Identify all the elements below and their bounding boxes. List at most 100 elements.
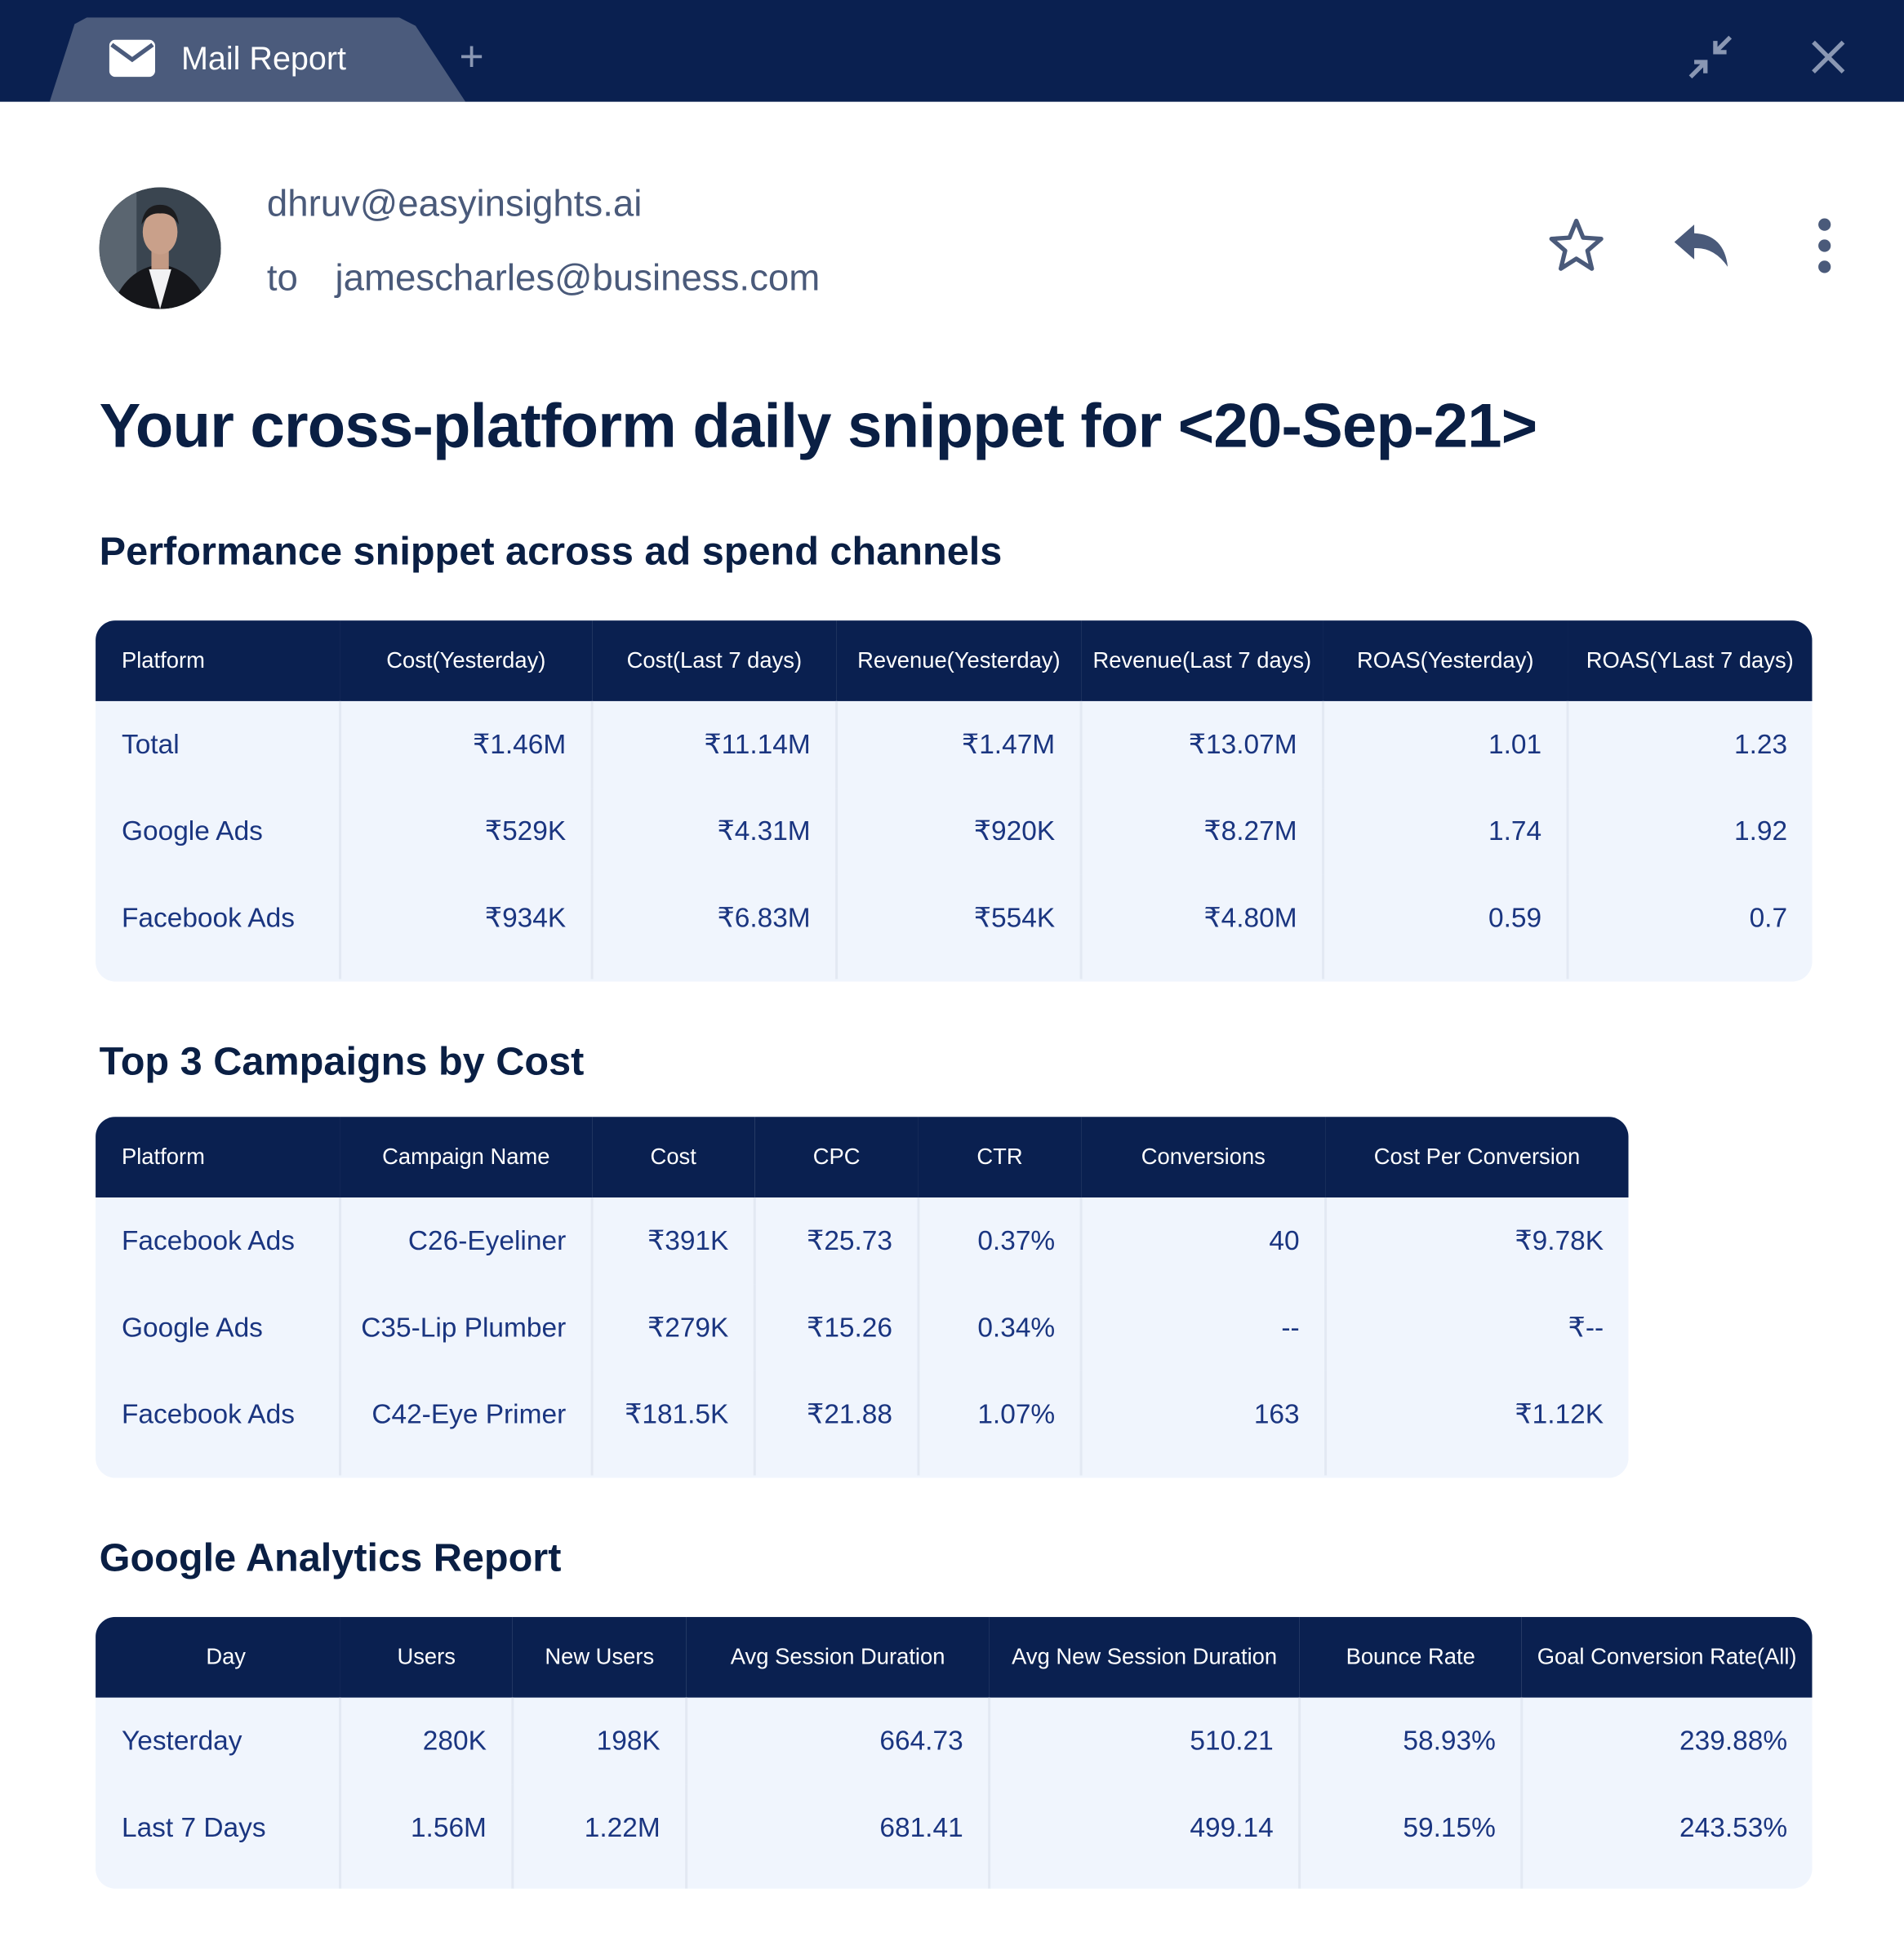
table-row: Facebook Ads C26-Eyeliner ₹391K ₹25.73 0.37%… bbox=[96, 1197, 1629, 1285]
value-cell: 280K bbox=[339, 1697, 513, 1785]
value-cell: 1.74 bbox=[1322, 788, 1568, 875]
reply-icon[interactable] bbox=[1672, 217, 1729, 274]
data-table: Day Users New Users Avg Session Duration Avg… bbox=[96, 1616, 1813, 1889]
value-cell: ₹15.26 bbox=[753, 1284, 919, 1371]
value-cell: 1.56M bbox=[339, 1784, 513, 1889]
data-table: Platform Campaign Name Cost CPC CTR Conversio… bbox=[96, 1117, 1629, 1476]
table-row: Facebook Ads ₹934K ₹6.83M ₹554K ₹4.80M 0.59 0.… bbox=[96, 874, 1813, 980]
section-title-analytics: Google Analytics Report bbox=[99, 1535, 562, 1580]
table-row: Google Ads ₹529K ₹4.31M ₹920K ₹8.27M 1.74 1.92 bbox=[96, 788, 1813, 875]
value-cell: 40 bbox=[1079, 1197, 1326, 1285]
value-cell: ₹934K bbox=[339, 874, 593, 980]
value-cell: 243.53% bbox=[1520, 1784, 1813, 1889]
performance-table: Platform Cost(Yesterday) Cost(Last 7 days)… bbox=[96, 620, 1813, 982]
row-label-cell: Facebook Ads bbox=[121, 1398, 295, 1430]
value-cell: 163 bbox=[1079, 1371, 1326, 1476]
section-title-campaigns: Top 3 Campaigns by Cost bbox=[99, 1038, 585, 1084]
row-label-cell: Last 7 Days bbox=[121, 1811, 266, 1843]
column-header: Bounce Rate bbox=[1299, 1616, 1522, 1698]
column-header: Conversions bbox=[1081, 1117, 1326, 1197]
row-label-cell: Facebook Ads bbox=[121, 1224, 295, 1256]
value-cell: ₹554K bbox=[835, 874, 1082, 980]
table-row: Last 7 Days 1.56M 1.22M 681.41 499.14 59.15% 2… bbox=[96, 1784, 1813, 1889]
value-cell: ₹1.12K bbox=[1324, 1371, 1629, 1476]
column-header: Avg Session Duration bbox=[686, 1616, 990, 1698]
value-cell: ₹1.47M bbox=[835, 700, 1082, 789]
email-subject: Your cross-platform daily snippet for <2… bbox=[99, 390, 1537, 460]
recipient-email: jamescharles@business.com bbox=[335, 258, 821, 300]
table-row: Yesterday 280K 198K 664.73 510.21 58.93% 239.8… bbox=[96, 1697, 1813, 1785]
value-cell: ₹4.80M bbox=[1079, 874, 1323, 980]
value-cell: 664.73 bbox=[685, 1697, 990, 1785]
table-row: Google Ads C35-Lip Plumber ₹279K ₹15.26 0.34… bbox=[96, 1284, 1629, 1371]
column-header: Platform bbox=[96, 1117, 340, 1197]
column-header: Avg New Session Duration bbox=[989, 1616, 1300, 1698]
value-cell: ₹181.5K bbox=[590, 1371, 755, 1476]
value-cell: 0.37% bbox=[917, 1197, 1082, 1285]
star-icon[interactable] bbox=[1548, 217, 1605, 274]
column-header: Revenue(Last 7 days) bbox=[1081, 620, 1323, 701]
value-cell: 681.41 bbox=[685, 1784, 990, 1889]
column-header: Revenue(Yesterday) bbox=[836, 620, 1082, 701]
value-cell: ₹25.73 bbox=[753, 1197, 919, 1285]
collapse-arrows-icon[interactable] bbox=[1685, 33, 1735, 82]
analytics-table: Day Users New Users Avg Session Duration Avg… bbox=[96, 1616, 1813, 1889]
section-title-performance: Performance snippet across ad spend chan… bbox=[99, 528, 1003, 574]
column-header: CPC bbox=[754, 1117, 919, 1197]
plus-icon[interactable]: + bbox=[459, 33, 484, 81]
value-cell: 0.59 bbox=[1322, 874, 1568, 980]
column-header: New Users bbox=[512, 1616, 687, 1698]
data-table: Platform Cost(Yesterday) Cost(Last 7 days)… bbox=[96, 620, 1813, 980]
row-label-cell: Yesterday bbox=[121, 1725, 242, 1757]
row-label-cell: Google Ads bbox=[121, 1311, 263, 1343]
column-header: Goal Conversion Rate(All) bbox=[1521, 1616, 1813, 1698]
campaigns-table: Platform Campaign Name Cost CPC CTR Conversio… bbox=[96, 1117, 1629, 1478]
to-label: to bbox=[266, 258, 298, 300]
value-cell: ₹21.88 bbox=[753, 1371, 919, 1476]
value-cell: ₹11.14M bbox=[590, 700, 837, 789]
value-cell: ₹4.31M bbox=[590, 788, 837, 875]
table-row: Total ₹1.46M ₹11.14M ₹1.47M ₹13.07M 1.01 1.23 bbox=[96, 700, 1813, 789]
value-cell: ₹391K bbox=[590, 1197, 755, 1285]
value-cell: ₹13.07M bbox=[1079, 700, 1323, 789]
value-cell: C42-Eye Primer bbox=[339, 1371, 593, 1476]
more-vertical-icon[interactable] bbox=[1796, 217, 1853, 274]
value-cell: 1.23 bbox=[1566, 700, 1813, 789]
value-cell: 1.01 bbox=[1322, 700, 1568, 789]
value-cell: 239.88% bbox=[1520, 1697, 1813, 1785]
value-cell: 1.92 bbox=[1566, 788, 1813, 875]
title-bar: Mail Report + bbox=[0, 0, 1904, 102]
value-cell: 58.93% bbox=[1298, 1697, 1522, 1785]
table-header-row: Platform Campaign Name Cost CPC CTR Conversio… bbox=[96, 1117, 1629, 1197]
row-label-cell: Google Ads bbox=[121, 815, 263, 846]
column-header: Cost(Yesterday) bbox=[340, 620, 593, 701]
table-header-row: Platform Cost(Yesterday) Cost(Last 7 days)… bbox=[96, 620, 1813, 701]
value-cell: 59.15% bbox=[1298, 1784, 1522, 1889]
column-header: ROAS(Yesterday) bbox=[1323, 620, 1568, 701]
sender-email: dhruv@easyinsights.ai bbox=[266, 183, 643, 225]
value-cell: 510.21 bbox=[988, 1697, 1300, 1785]
value-cell: ₹-- bbox=[1324, 1284, 1629, 1371]
row-label-cell: Facebook Ads bbox=[121, 902, 295, 934]
value-cell: C35-Lip Plumber bbox=[339, 1284, 593, 1371]
value-cell: ₹9.78K bbox=[1324, 1197, 1629, 1285]
column-header: Users bbox=[340, 1616, 513, 1698]
column-header: Cost bbox=[592, 1117, 755, 1197]
value-cell: 499.14 bbox=[988, 1784, 1300, 1889]
table-row: Facebook Ads C42-Eye Primer ₹181.5K ₹21.88 1… bbox=[96, 1371, 1629, 1476]
column-header: Day bbox=[96, 1616, 340, 1698]
value-cell: ₹279K bbox=[590, 1284, 755, 1371]
value-cell: 1.07% bbox=[917, 1371, 1082, 1476]
column-header: Campaign Name bbox=[340, 1117, 593, 1197]
envelope-icon bbox=[109, 39, 156, 78]
value-cell: 198K bbox=[511, 1697, 687, 1785]
value-cell: 0.7 bbox=[1566, 874, 1813, 980]
close-icon[interactable] bbox=[1804, 33, 1853, 82]
tab-title: Mail Report bbox=[180, 39, 347, 78]
value-cell: ₹6.83M bbox=[590, 874, 837, 980]
row-label-cell: Total bbox=[121, 728, 180, 760]
value-cell: 0.34% bbox=[917, 1284, 1082, 1371]
value-cell: C26-Eyeliner bbox=[339, 1197, 593, 1285]
value-cell: 1.22M bbox=[511, 1784, 687, 1889]
